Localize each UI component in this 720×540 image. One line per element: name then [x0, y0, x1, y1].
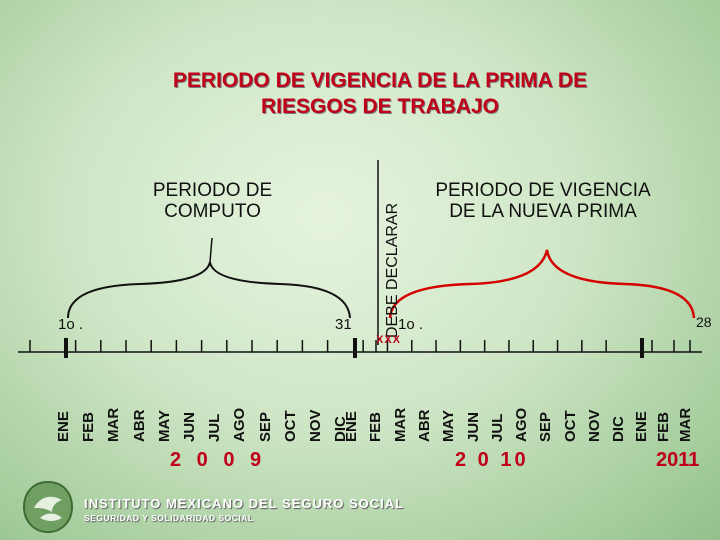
- institution-motto: SEGURIDAD Y SOLIDARIDAD SOCIAL: [84, 513, 254, 523]
- title-line-2: RIESGOS DE TRABAJO: [260, 95, 500, 118]
- month-label-2010-ene: ENE: [343, 411, 360, 442]
- imss-eagle-logo-icon: [22, 480, 74, 534]
- computo-start-label: 1o .: [58, 316, 84, 333]
- computo-caption-line-2: COMPUTO: [164, 201, 261, 222]
- vigencia-caption-line-2: DE LA NUEVA PRIMA: [449, 201, 637, 222]
- month-label-2010-abr: ABR: [415, 409, 433, 443]
- month-label-2009-ene: ENE: [55, 411, 72, 442]
- month-label-2009-feb: FEB: [80, 412, 98, 442]
- month-label-2011-mar: MAR: [677, 407, 694, 442]
- month-label-2009-nov: NOV: [307, 409, 324, 442]
- month-label-2009-sep: SEP: [256, 411, 274, 442]
- dots-marker-2009: [64, 338, 68, 358]
- computo-caption-line-1: PERIODO DE: [152, 180, 273, 201]
- month-tick-group: [29, 340, 691, 352]
- month-label-2010-nov: NOV: [586, 409, 603, 442]
- month-label-2010-ago: AGO: [513, 407, 531, 442]
- computo-bracket: [67, 261, 351, 319]
- vigencia-end-label: 28: [696, 314, 712, 330]
- month-label-2009-mar: MAR: [105, 407, 123, 442]
- institution-name: INSTITUTO MEXICANO DEL SEGURO SOCIAL: [84, 496, 405, 511]
- computo-end-label: 31: [335, 316, 352, 333]
- title-line-1: PERIODO DE VIGENCIA DE LA PRIMA DE: [172, 69, 588, 92]
- month-label-2009-abr: ABR: [130, 409, 148, 443]
- month-label-2011-feb: FEB: [655, 412, 672, 442]
- month-label-2010-oct: OCT: [561, 410, 579, 442]
- month-label-2009-ago: AGO: [231, 407, 249, 442]
- month-label-2009-jul: JUL: [206, 413, 224, 442]
- month-label-2010-jun: JUN: [464, 411, 482, 442]
- vigencia-start-label: 1o .: [398, 316, 424, 333]
- slide-title: PERIODO DE VIGENCIA DE LA PRIMA DE RIESG…: [100, 68, 660, 120]
- vigencia-caption-line-1: PERIODO DE VIGENCIA: [435, 180, 651, 201]
- month-label-2010-may: MAY: [440, 410, 458, 442]
- month-label-2010-mar: MAR: [391, 407, 409, 442]
- vigencia-caption: PERIODO DE VIGENCIA DE LA NUEVA PRIMA: [418, 180, 668, 222]
- dots-marker-2010: [353, 338, 357, 358]
- year-2009-label: 2 0 0 9: [170, 449, 267, 471]
- month-label-2010-dic: DIC: [610, 416, 628, 442]
- computo-bracket-pointer: [209, 237, 213, 263]
- month-label-2009-may: MAY: [155, 410, 173, 442]
- month-label-2010-feb: FEB: [367, 412, 385, 442]
- month-label-2009-jun: JUN: [181, 411, 198, 442]
- xxx-marker-label: XXX: [376, 334, 402, 346]
- month-label-2010-sep: SEP: [537, 411, 555, 442]
- month-label-2009-oct: OCT: [281, 410, 299, 442]
- year-2010-label: 2 0 10: [455, 449, 529, 471]
- month-label-2011-ene: ENE: [633, 411, 650, 442]
- vigencia-bracket: [388, 249, 696, 319]
- month-label-2010-jul: JUL: [488, 413, 506, 442]
- computo-caption: PERIODO DE COMPUTO: [140, 180, 285, 222]
- dots-marker-2011: [640, 338, 644, 358]
- year-2011-label: 2011: [656, 449, 700, 471]
